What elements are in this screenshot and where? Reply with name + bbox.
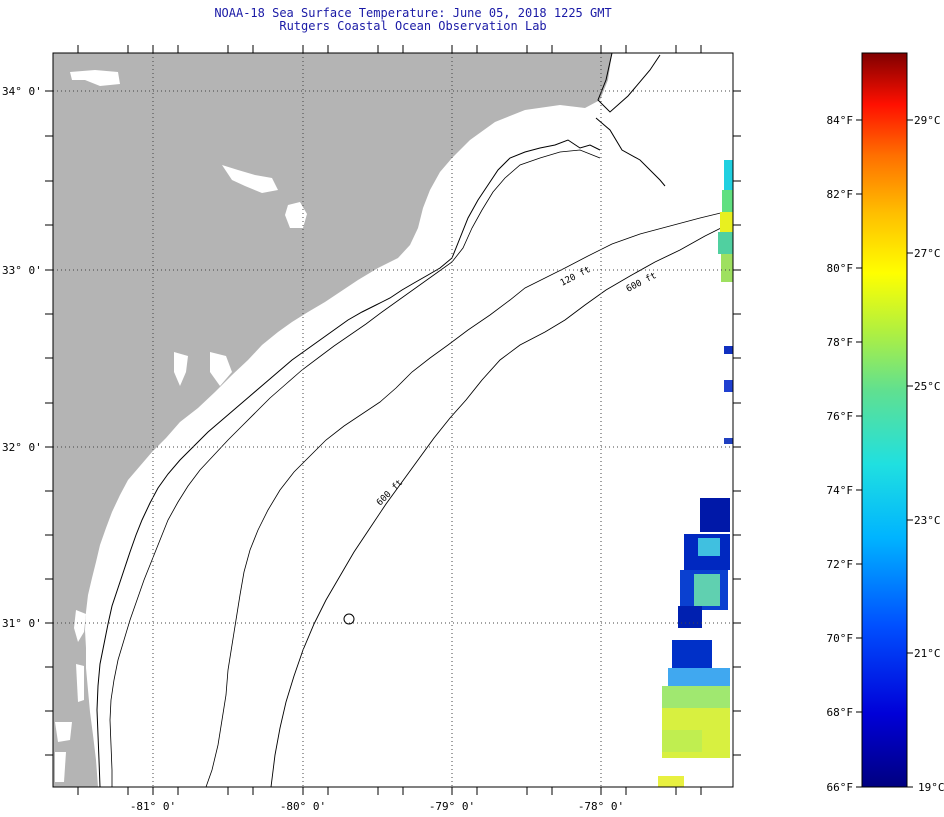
colorbar-c-19: 19°C bbox=[918, 781, 944, 794]
lon-label-80: -80° 0' bbox=[280, 800, 326, 813]
lake bbox=[285, 202, 307, 228]
colorbar-c-27: 27°C bbox=[914, 247, 941, 260]
lake bbox=[210, 352, 232, 386]
colorbar-f-66: 66°F bbox=[827, 781, 854, 794]
colorbar-f-72: 72°F bbox=[827, 558, 854, 571]
lon-label-79: -79° 0' bbox=[429, 800, 475, 813]
colorbar-f-74: 74°F bbox=[827, 484, 854, 497]
lake bbox=[55, 752, 66, 782]
colorbar-f-80: 80°F bbox=[827, 262, 854, 275]
lake bbox=[174, 352, 188, 386]
coastline bbox=[96, 139, 601, 787]
lake bbox=[76, 664, 84, 702]
lat-label-34: 34° 0' bbox=[2, 85, 42, 98]
map-subtitle: Rutgers Coastal Ocean Observation Lab bbox=[279, 19, 547, 33]
colorbar-f-78: 78°F bbox=[827, 336, 854, 349]
colorbar-c-25: 25°C bbox=[914, 380, 941, 393]
lake bbox=[74, 610, 86, 642]
colorbar-f-82: 82°F bbox=[827, 188, 854, 201]
colorbar-f-84: 84°F bbox=[827, 114, 854, 127]
lake bbox=[55, 722, 72, 742]
lat-label-33: 33° 0' bbox=[2, 264, 42, 277]
map-title: NOAA-18 Sea Surface Temperature: June 05… bbox=[214, 6, 612, 20]
colorbar-f-68: 68°F bbox=[827, 706, 854, 719]
lon-label-78: -78° 0' bbox=[578, 800, 624, 813]
colorbar-f-70: 70°F bbox=[827, 632, 854, 645]
frame-ticks bbox=[45, 45, 741, 795]
map-panel bbox=[53, 53, 733, 787]
land-mass bbox=[53, 53, 612, 787]
isobath-600ft bbox=[270, 221, 733, 787]
isobath-60ft bbox=[109, 149, 601, 787]
seamount bbox=[343, 613, 355, 625]
lake bbox=[222, 165, 278, 193]
isobath-120ft bbox=[205, 209, 733, 787]
lake bbox=[70, 70, 120, 86]
lat-label-31: 31° 0' bbox=[2, 617, 42, 630]
map-frame bbox=[52, 52, 734, 788]
sst-swath bbox=[658, 160, 733, 787]
cape-coastline bbox=[595, 53, 666, 187]
colorbar-c-21: 21°C bbox=[914, 647, 941, 660]
lon-label-81: -81° 0' bbox=[130, 800, 176, 813]
colorbar-c-23: 23°C bbox=[914, 514, 941, 527]
colorbar-f-76: 76°F bbox=[827, 410, 854, 423]
graticule bbox=[53, 53, 733, 787]
colorbar-c-29: 29°C bbox=[914, 114, 941, 127]
color-bar bbox=[856, 52, 913, 788]
lat-label-32: 32° 0' bbox=[2, 441, 42, 454]
